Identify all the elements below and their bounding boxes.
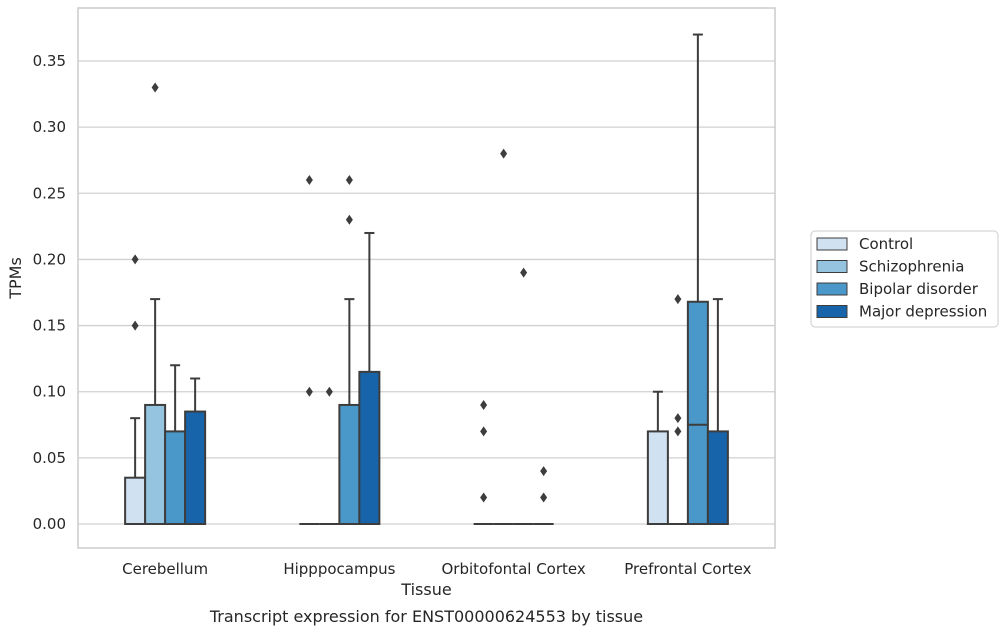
box-body xyxy=(338,403,361,526)
legend-label: Control xyxy=(859,235,913,253)
box-schizophrenia xyxy=(667,294,688,525)
outlier-point xyxy=(540,492,548,503)
box-major-depression xyxy=(358,231,381,525)
y-tick-label: 0.35 xyxy=(33,52,66,70)
y-tick-label: 0.15 xyxy=(33,317,66,335)
box-body xyxy=(144,403,167,526)
box-bipolar-disorder xyxy=(338,175,361,526)
box-control xyxy=(646,390,669,525)
box-body xyxy=(184,410,207,525)
outlier-point xyxy=(480,492,488,503)
legend-label: Bipolar disorder xyxy=(859,280,979,298)
legend-label: Schizophrenia xyxy=(859,258,964,276)
box-major-depression xyxy=(533,466,554,525)
box-control xyxy=(299,175,320,525)
box-bipolar-disorder xyxy=(686,33,709,526)
outlier-point xyxy=(305,386,313,397)
outlier-point xyxy=(325,386,333,397)
x-tick-labels: Cerebellum Hipppocampus Orbitofontal Corte… xyxy=(122,560,751,578)
y-axis-label: TPMs xyxy=(6,257,25,300)
x-tick-label: Orbitofontal Cortex xyxy=(442,560,586,578)
x-tick-label: Cerebellum xyxy=(122,560,208,578)
outlier-point xyxy=(540,466,548,477)
box-body xyxy=(358,370,381,525)
box-body xyxy=(646,430,669,525)
legend-swatch xyxy=(816,305,848,318)
outlier-point xyxy=(151,82,159,93)
x-tick-label: Hipppocampus xyxy=(283,560,395,578)
outlier-point xyxy=(520,267,528,278)
box-body xyxy=(164,430,187,525)
chart-caption: Transcript expression for ENST0000062455… xyxy=(209,607,643,626)
plot-frame xyxy=(77,7,776,549)
y-tick-label: 0.25 xyxy=(33,184,66,202)
box-schizophrenia xyxy=(319,386,340,525)
outlier-point xyxy=(480,426,488,437)
legend-swatch xyxy=(816,282,848,296)
x-axis-label: Tissue xyxy=(400,580,451,599)
legend-label: Major depression xyxy=(859,303,987,321)
box-body xyxy=(706,430,729,525)
box-bipolar-disorder xyxy=(164,364,187,525)
box-major-depression xyxy=(184,377,207,525)
box-body xyxy=(686,300,709,526)
box-schizophrenia xyxy=(144,82,167,526)
outlier-point xyxy=(674,413,682,424)
outlier-point xyxy=(305,175,313,186)
box-bipolar-disorder xyxy=(513,267,534,525)
outlier-point xyxy=(674,426,682,437)
x-tick-label: Prefrontal Cortex xyxy=(624,560,751,578)
y-tick-label: 0.05 xyxy=(33,449,66,467)
box-schizophrenia xyxy=(493,148,514,525)
box-control xyxy=(124,254,147,526)
box-layer xyxy=(124,33,729,526)
y-tick-label: 0.00 xyxy=(33,515,66,533)
outlier-point xyxy=(500,148,508,159)
outlier-point xyxy=(480,399,488,410)
y-tick-label: 0.30 xyxy=(33,118,66,136)
outlier-point xyxy=(345,214,353,225)
outlier-point xyxy=(674,294,682,305)
legend: Control Schizophrenia Bipolar disorder Majo… xyxy=(810,230,999,328)
box-control xyxy=(473,399,494,525)
y-tick-label: 0.20 xyxy=(33,250,66,268)
box-major-depression xyxy=(706,298,729,525)
legend-swatch xyxy=(816,260,848,273)
box-body xyxy=(124,476,147,526)
outlier-point xyxy=(131,254,139,265)
y-tick-label: 0.10 xyxy=(33,383,66,401)
y-tick-labels: 0.00 0.05 0.10 0.15 0.20 0.25 0.30 0.35 xyxy=(33,52,66,533)
legend-swatch xyxy=(816,237,848,251)
legend-frame xyxy=(810,230,999,328)
outlier-point xyxy=(345,175,353,186)
outlier-point xyxy=(131,320,139,331)
